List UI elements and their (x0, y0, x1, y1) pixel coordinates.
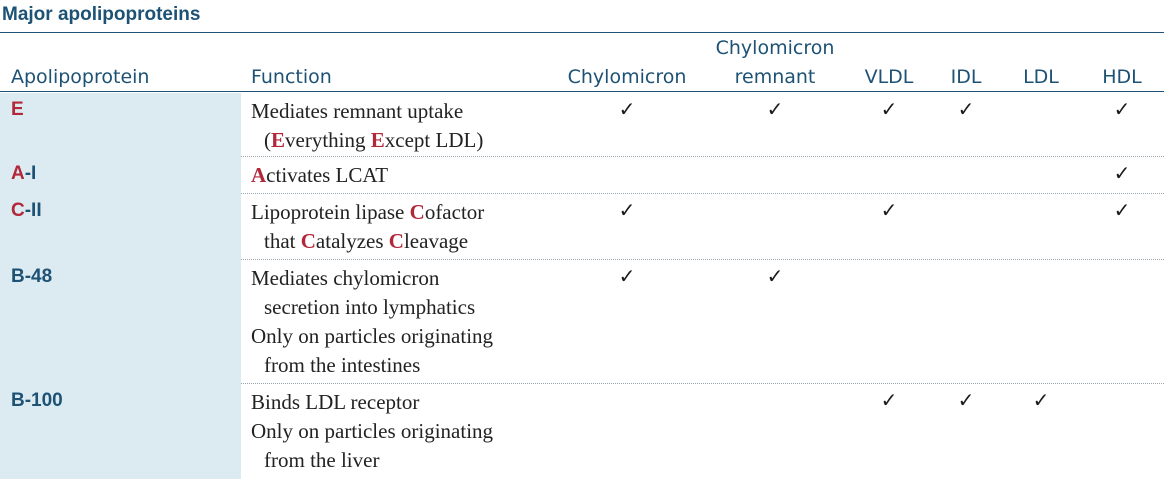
apolipoprotein-name: B-100 (11, 390, 63, 411)
check-vldl: ✓ (880, 388, 898, 412)
apo-suffix: -II (24, 200, 42, 221)
row-divider (241, 156, 1164, 157)
check-chylomicron: ✓ (618, 264, 636, 288)
function-line: from the intestines (264, 353, 421, 377)
apolipoprotein-name: E (11, 99, 24, 121)
mnemonic-letter: C (409, 200, 425, 224)
function-line: (Everything Except LDL) (251, 126, 483, 155)
apo-highlight-letter: A (11, 163, 25, 184)
function-text: Activates LCAT (251, 161, 388, 190)
check-idl: ✓ (957, 97, 975, 121)
check-chylomicron: ✓ (618, 198, 636, 222)
apolipoprotein-cell: C-II (0, 194, 241, 260)
text-part: verything (285, 128, 371, 152)
apolipoprotein-cell: B-48 (0, 260, 241, 384)
apolipoprotein-name: B-48 (11, 266, 53, 287)
function-line: Mediates chylomicron (251, 266, 440, 290)
header-vldl: VLDL (864, 66, 914, 88)
function-text: Mediates remnant uptake (Everything Exce… (251, 97, 483, 155)
mnemonic-letter: A (251, 163, 267, 187)
function-line: Only on particles originating (251, 419, 494, 443)
apolipoprotein-name: C-II (11, 200, 42, 222)
function-line: that Catalyzes Cleavage (251, 227, 484, 256)
header-ldl: LDL (1023, 66, 1059, 88)
check-hdl: ✓ (1113, 161, 1131, 185)
mnemonic-letter: C (388, 229, 404, 253)
function-line: secretion into lymphatics (264, 295, 476, 319)
row-divider (241, 259, 1164, 260)
function-text: Binds LDL receptor Only on particles ori… (251, 388, 493, 475)
function-text: Mediates chylomicron secretion into lymp… (251, 264, 493, 380)
function-line: Lipoprotein lipase Cofactor (251, 198, 484, 227)
text-part: xcept LDL) (384, 128, 484, 152)
apolipoprotein-name: A-I (11, 163, 36, 185)
table-title: Major apolipoproteins (2, 4, 201, 25)
row-divider (241, 383, 1164, 384)
header-rule (0, 91, 1164, 92)
text-part: ofactor (424, 200, 485, 224)
header-apolipoprotein: Apolipoprotein (11, 66, 150, 88)
apolipoprotein-cell: B-100 (0, 384, 241, 479)
header-chylomicron-remnant-line1: Chylomicron (715, 37, 835, 59)
table-row-b-48: B-48 Mediates chylomicron secretion into… (0, 260, 1164, 384)
table-row-b-100: B-100 Binds LDL receptor Only on particl… (0, 384, 1164, 479)
header-chylomicron-remnant: Chylomicron remnant (716, 34, 835, 92)
check-chylomicron: ✓ (618, 97, 636, 121)
text-part: leavage (403, 229, 469, 253)
header-function: Function (251, 66, 332, 88)
text-part: ctivates LCAT (266, 163, 389, 187)
mnemonic-letter: C (300, 229, 316, 253)
header-idl: IDL (950, 66, 982, 88)
table-row-a-i: A-I Activates LCAT ✓ (0, 157, 1164, 194)
mnemonic-letter: E (271, 128, 286, 152)
row-divider (241, 193, 1164, 194)
function-line: Only on particles originating (251, 324, 494, 348)
check-vldl: ✓ (880, 198, 898, 222)
text-part: atalyzes (315, 229, 389, 253)
table-row-c-ii: C-II Lipoprotein lipase Cofactor that Ca… (0, 194, 1164, 260)
check-hdl: ✓ (1113, 198, 1131, 222)
check-chylomicron-remnant: ✓ (766, 264, 784, 288)
mnemonic-letter: E (370, 128, 385, 152)
function-line: Mediates remnant uptake (251, 99, 464, 123)
apo-suffix: -I (24, 163, 37, 184)
header-chylomicron-remnant-line2: remnant (734, 66, 816, 88)
check-chylomicron-remnant: ✓ (766, 97, 784, 121)
apolipoprotein-cell: A-I (0, 157, 241, 194)
check-ldl: ✓ (1032, 388, 1050, 412)
check-hdl: ✓ (1113, 97, 1131, 121)
check-vldl: ✓ (880, 97, 898, 121)
apo-highlight-letter: E (11, 99, 24, 120)
text-part: that (264, 229, 301, 253)
apo-highlight-letter: C (11, 200, 25, 221)
header-chylomicron: Chylomicron (567, 66, 687, 88)
table-row-e: E Mediates remnant uptake (Everything Ex… (0, 93, 1164, 157)
function-line: Activates LCAT (251, 161, 388, 190)
text-part: Lipoprotein lipase (251, 200, 410, 224)
title-rule (0, 32, 1164, 33)
apolipoprotein-cell: E (0, 93, 241, 157)
function-text: Lipoprotein lipase Cofactor that Catalyz… (251, 198, 484, 256)
check-idl: ✓ (957, 388, 975, 412)
function-line: from the liver (264, 448, 380, 472)
function-line: Binds LDL receptor (251, 390, 420, 414)
header-hdl: HDL (1102, 66, 1142, 88)
text-part: ( (264, 128, 271, 152)
